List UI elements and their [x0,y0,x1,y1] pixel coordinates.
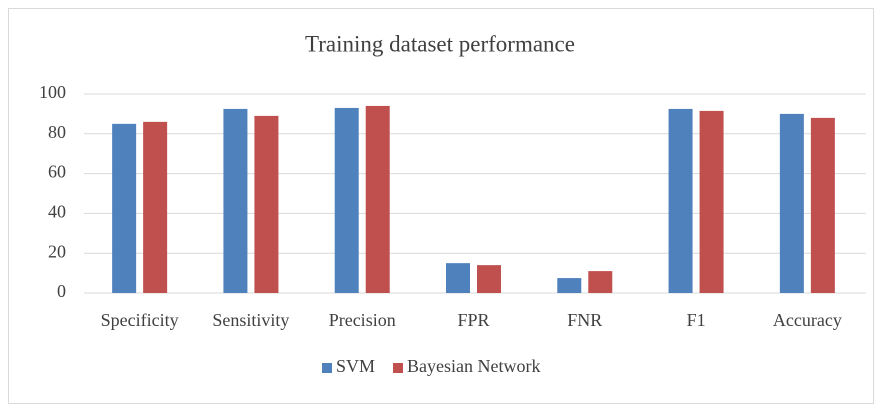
y-tick-label: 20 [48,241,66,261]
bar [557,278,582,293]
x-tick-label: Accuracy [773,310,842,330]
bar [779,113,804,294]
x-tick-label: FNR [567,310,602,330]
bar [254,115,279,293]
bar [588,271,613,293]
x-tick-label: Precision [329,310,396,330]
bar [446,263,470,293]
bar [477,265,501,293]
x-tick-label: Specificity [101,310,179,330]
legend-label: Bayesian Network [407,356,540,376]
y-tick-label: 100 [39,82,66,102]
legend-swatch [393,363,404,373]
legend-label: SVM [336,356,375,376]
y-tick-label: 80 [48,122,66,142]
bar [668,108,693,293]
bar [334,107,359,294]
x-tick-label: Sensitivity [212,310,289,330]
x-tick-label: F1 [687,310,706,330]
y-tick-label: 40 [48,202,66,222]
chart-title: Training dataset performance [305,31,575,56]
bar [365,105,390,293]
chart-frame [8,8,874,404]
bar [112,123,137,293]
bar [223,108,248,293]
bar [699,110,724,293]
legend-swatch [322,363,332,373]
y-tick-label: 0 [57,281,66,301]
bar [810,117,835,293]
bar [143,121,168,293]
y-tick-label: 60 [48,162,66,182]
x-tick-label: FPR [457,310,489,330]
